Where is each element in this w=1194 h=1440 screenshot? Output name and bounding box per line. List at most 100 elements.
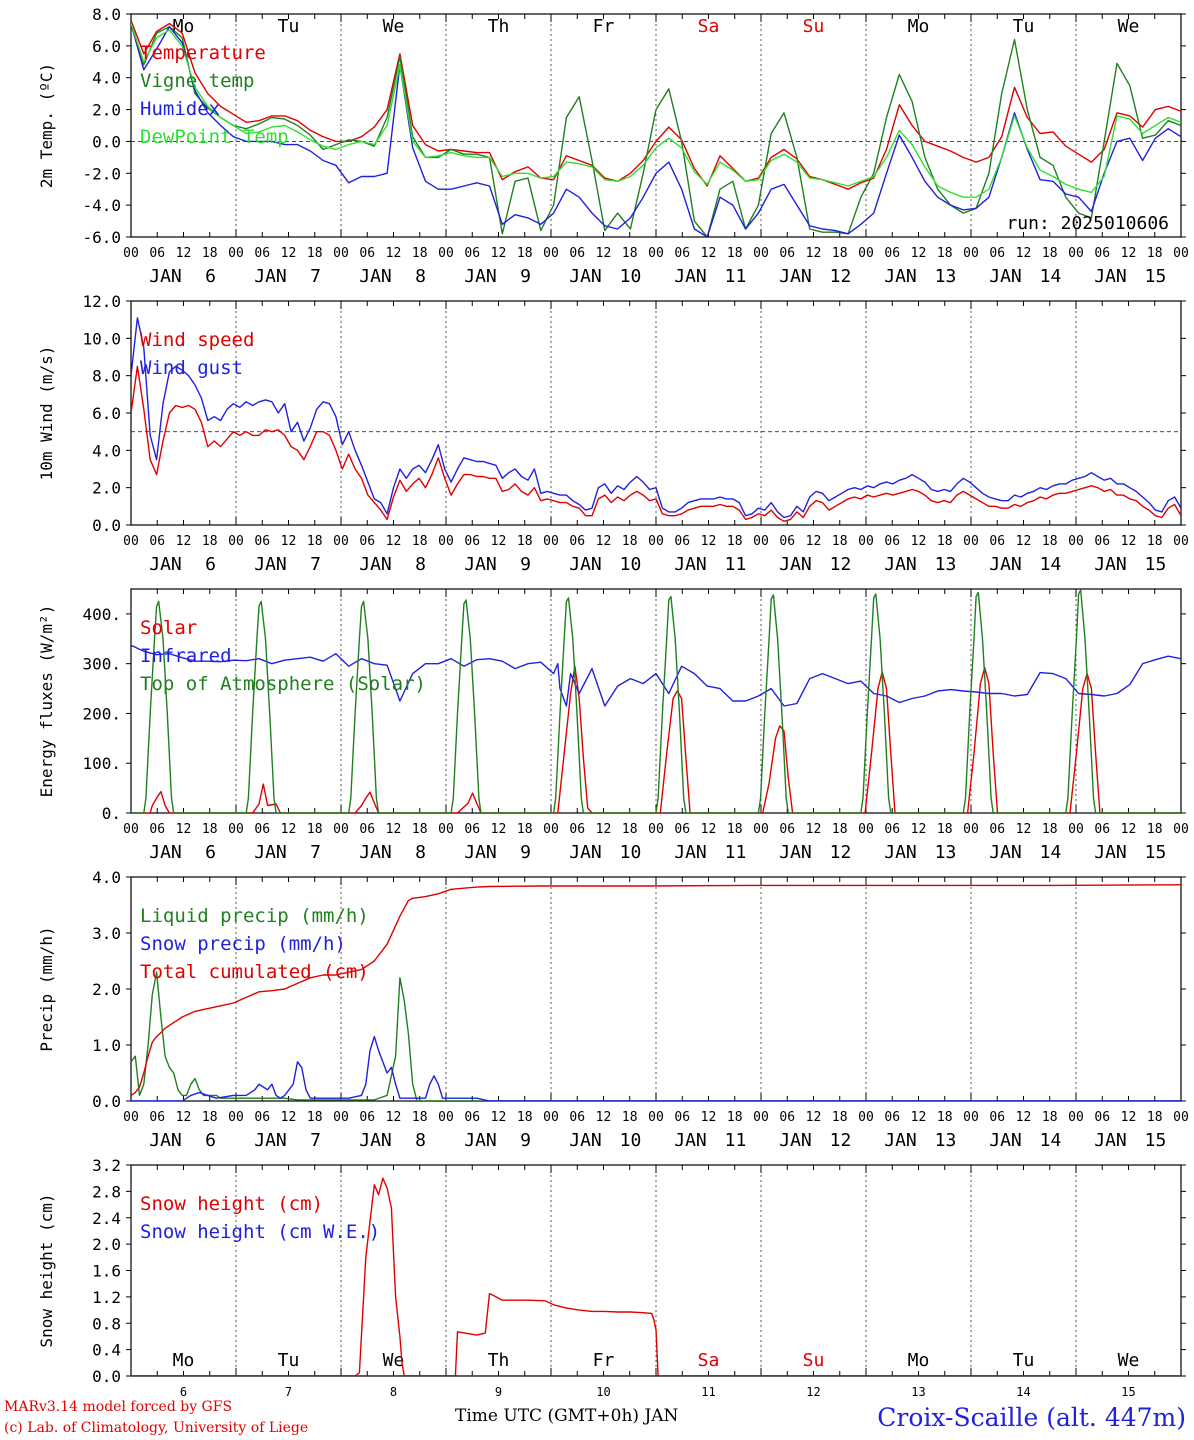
x-hour-label: 00 xyxy=(648,1110,664,1125)
y-tick-label: 4.0 xyxy=(92,868,121,887)
x-day-number: 9 xyxy=(520,1130,531,1151)
x-hour-label: 06 xyxy=(989,534,1005,549)
y-tick-label: 0.8 xyxy=(92,1314,121,1333)
x-hour-label: 06 xyxy=(884,534,900,549)
x-month-label: JAN xyxy=(464,554,497,575)
x-hour-label: 06 xyxy=(359,534,375,549)
x-day-number: 7 xyxy=(310,554,321,575)
x-day-number: 11 xyxy=(725,1130,747,1151)
x-day-number: 15 xyxy=(1145,266,1167,287)
x-hour-label: 12 xyxy=(911,246,927,261)
y-axis-label: Energy fluxes (W/m²) xyxy=(37,605,56,798)
x-hour-label: 00 xyxy=(858,1110,874,1125)
x-day-number: 14 xyxy=(1040,842,1062,863)
x-hour-label: 06 xyxy=(254,534,270,549)
x-hour-label: 18 xyxy=(202,1110,218,1125)
x-hour-label: 00 xyxy=(648,246,664,261)
x-hour-label: 18 xyxy=(622,822,638,837)
x-month-label: JAN xyxy=(989,1130,1022,1151)
y-tick-label: 0. xyxy=(102,804,121,823)
x-hour-label: 00 xyxy=(438,822,454,837)
x-day-number: 8 xyxy=(415,554,426,575)
x-hour-label: 00 xyxy=(438,1110,454,1125)
x-month-label: JAN xyxy=(1094,554,1127,575)
y-tick-label: 2.0 xyxy=(92,1235,121,1254)
x-month-label: JAN xyxy=(989,842,1022,863)
x-day-number: 7 xyxy=(310,1130,321,1151)
legend-entry: Snow precip (mm/h) xyxy=(140,933,346,955)
series-line-wind-gust xyxy=(131,317,1181,519)
x-hour-label: 06 xyxy=(779,534,795,549)
y-tick-label: -2.0 xyxy=(82,164,121,183)
x-hour-label: 12 xyxy=(281,534,297,549)
x-month-label: JAN xyxy=(674,842,707,863)
x-day-number: 9 xyxy=(495,1385,502,1399)
legend-entry: Snow height (cm W.E.) xyxy=(140,1221,380,1243)
y-tick-label: 3.2 xyxy=(92,1156,121,1175)
x-hour-label: 12 xyxy=(281,1110,297,1125)
x-day-number: 14 xyxy=(1040,266,1062,287)
x-hour-label: 00 xyxy=(858,534,874,549)
x-hour-label: 12 xyxy=(386,534,402,549)
x-hour-label: 12 xyxy=(1121,534,1137,549)
x-hour-label: 12 xyxy=(911,822,927,837)
x-hour-label: 18 xyxy=(412,822,428,837)
y-tick-label: 0.0 xyxy=(92,1367,121,1386)
panel-1: 8.0 6.0 4.0 2.0 0.0 -2.0 -4.0 -6.0 2m Temp. (ºC)… xyxy=(37,5,1189,287)
x-hour-label: 06 xyxy=(674,246,690,261)
x-hour-label: 18 xyxy=(832,246,848,261)
x-hour-label: 06 xyxy=(884,822,900,837)
y-tick-label: 200. xyxy=(82,704,121,723)
legend-entry: Vigne temp xyxy=(140,70,254,92)
panel-2: 12.0 10.0 8.0 6.0 4.0 2.0 0.0 10m Wind (m/s) 00 0… xyxy=(37,292,1189,575)
x-hour-label: 18 xyxy=(727,822,743,837)
x-hour-label: 00 xyxy=(543,1110,559,1125)
y-tick-label: 4.0 xyxy=(92,69,121,88)
day-name-label: Mo xyxy=(173,16,195,37)
x-hour-label: 12 xyxy=(701,822,717,837)
x-day-number: 14 xyxy=(1040,554,1062,575)
series-line-solar xyxy=(131,665,1181,813)
x-hour-label: 06 xyxy=(359,822,375,837)
x-hour-label: 00 xyxy=(963,246,979,261)
day-name-label: We xyxy=(383,16,405,37)
day-name-label: We xyxy=(383,1350,405,1371)
x-day-number: 9 xyxy=(520,554,531,575)
day-name-label: Su xyxy=(803,1350,825,1371)
x-hour-label: 12 xyxy=(596,246,612,261)
x-month-label: JAN xyxy=(149,1130,182,1151)
x-month-label: JAN xyxy=(1094,266,1127,287)
x-hour-label: 18 xyxy=(202,822,218,837)
day-name-label: Sa xyxy=(698,1350,720,1371)
x-day-number: 7 xyxy=(310,266,321,287)
x-hour-label: 00 xyxy=(858,246,874,261)
series-line-infrared xyxy=(131,644,1181,707)
x-hour-label: 06 xyxy=(779,1110,795,1125)
y-tick-label: 2.4 xyxy=(92,1209,121,1228)
y-tick-label: 0.4 xyxy=(92,1341,121,1360)
x-day-number: 12 xyxy=(830,1130,852,1151)
y-tick-label: 2.0 xyxy=(92,980,121,999)
x-hour-label: 06 xyxy=(359,246,375,261)
x-hour-label: 06 xyxy=(1094,1110,1110,1125)
x-hour-label: 00 xyxy=(648,534,664,549)
x-hour-label: 12 xyxy=(596,822,612,837)
x-hour-label: 18 xyxy=(1042,534,1058,549)
x-hour-label: 12 xyxy=(386,246,402,261)
x-hour-label: 00 xyxy=(123,1110,139,1125)
day-name-label: Fr xyxy=(593,16,615,37)
x-hour-label: 00 xyxy=(753,534,769,549)
x-hour-label: 06 xyxy=(884,246,900,261)
x-hour-label: 12 xyxy=(491,246,507,261)
x-month-label: JAN xyxy=(569,554,602,575)
x-hour-label: 06 xyxy=(254,246,270,261)
x-hour-label: 00 xyxy=(333,534,349,549)
x-hour-label: 12 xyxy=(701,1110,717,1125)
x-hour-label: 06 xyxy=(779,822,795,837)
x-hour-label: 12 xyxy=(1016,1110,1032,1125)
x-hour-label: 12 xyxy=(701,246,717,261)
legend-entry: Top of Atmosphere (Solar) xyxy=(140,673,426,695)
day-name-label: Tu xyxy=(278,16,300,37)
x-day-number: 12 xyxy=(806,1385,820,1399)
